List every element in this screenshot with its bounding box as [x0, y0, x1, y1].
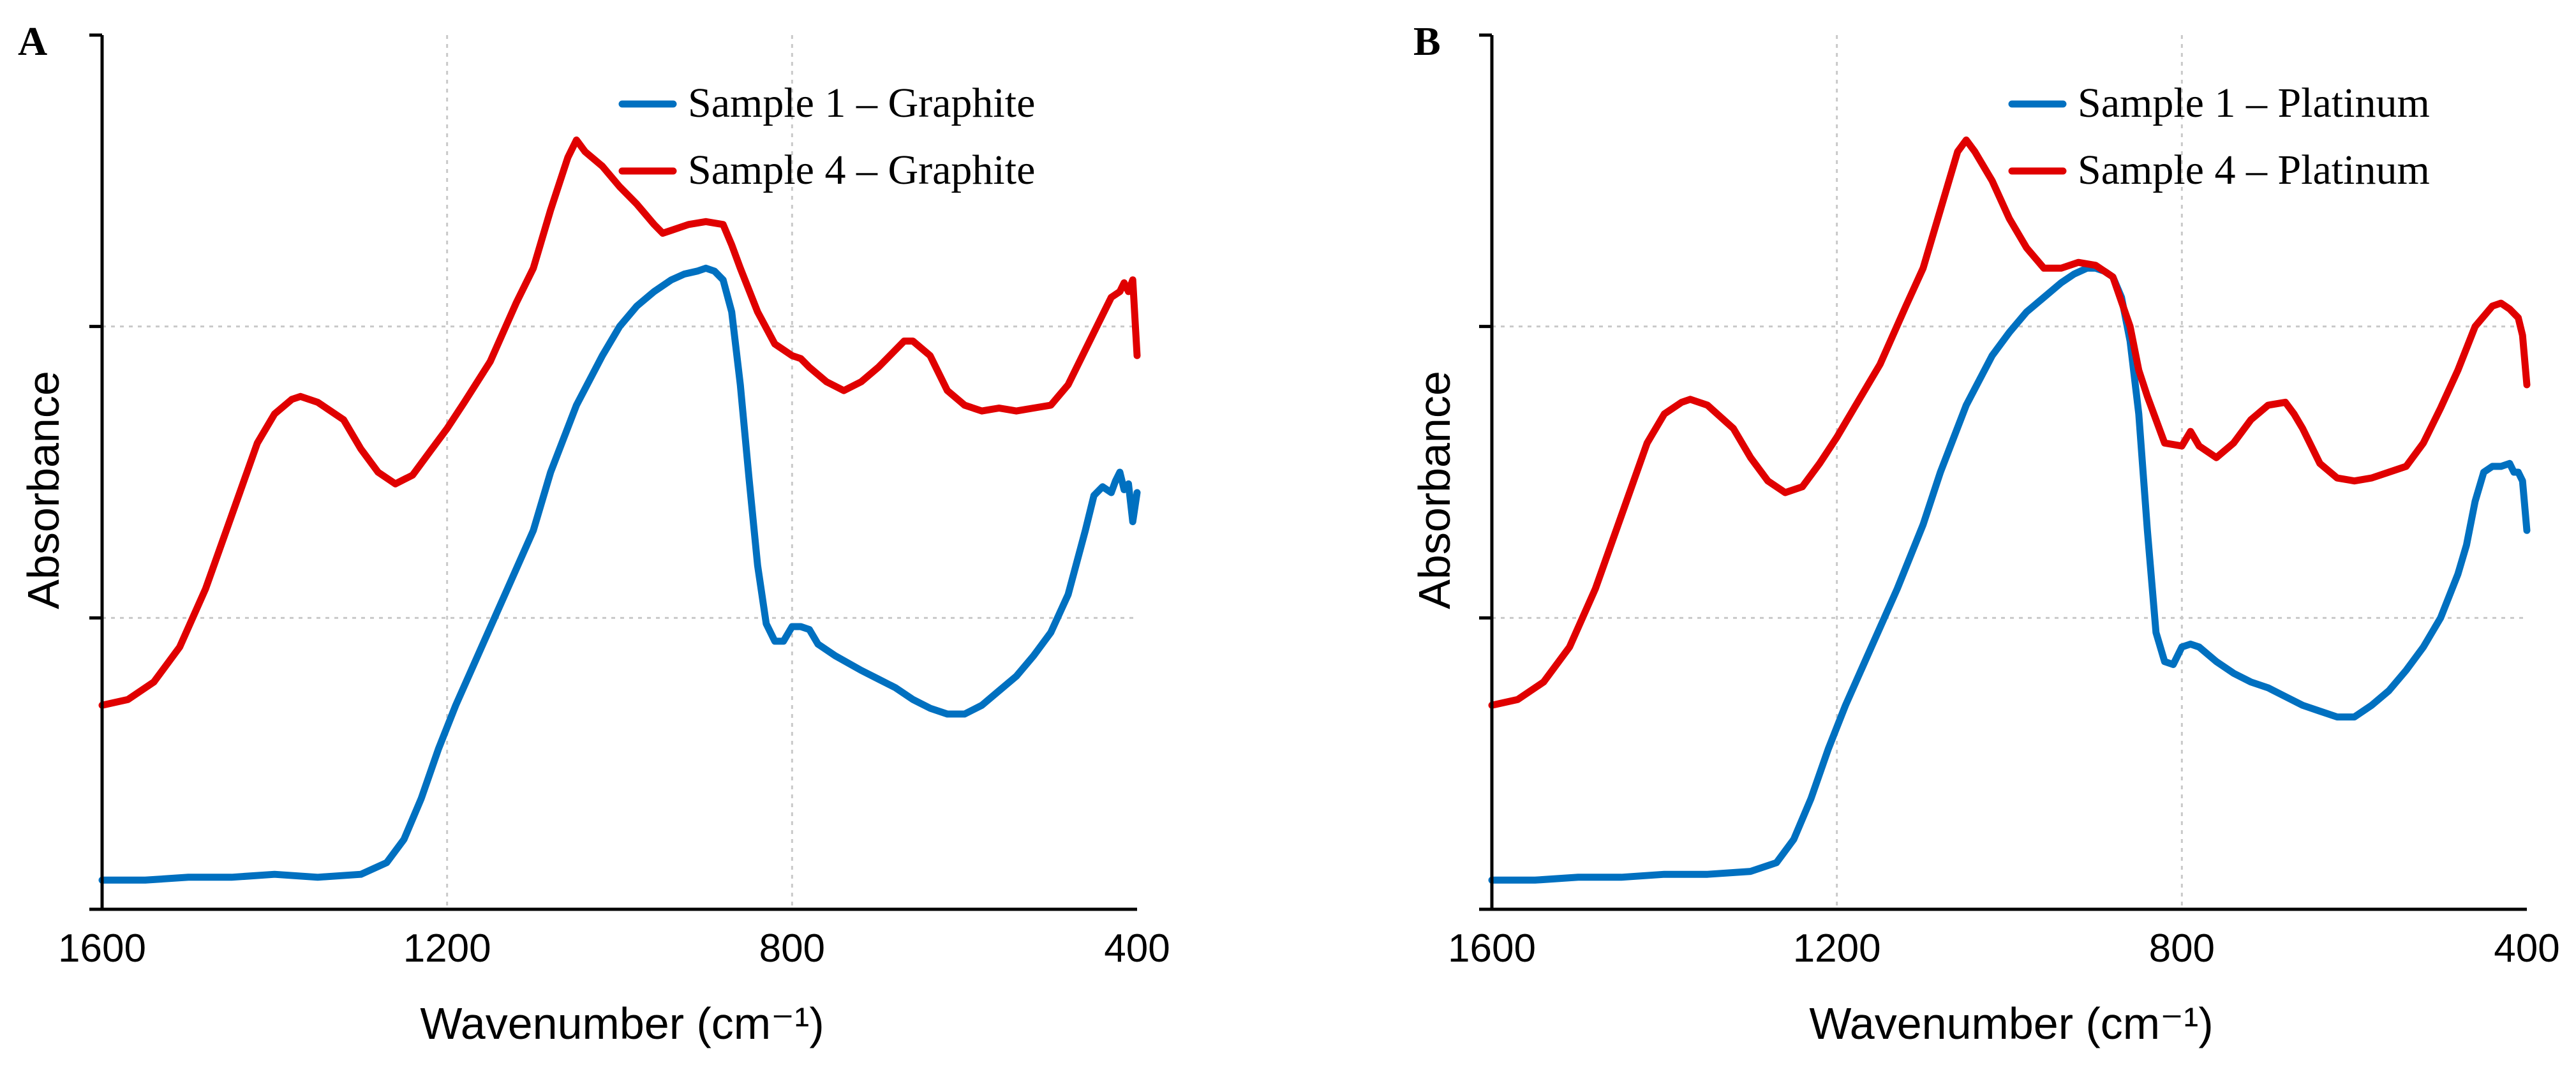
series-layer-panel-a [98, 136, 1141, 884]
series-line-sample-1-graphite [98, 264, 1141, 884]
x-tick-label: 400 [1104, 927, 1170, 971]
x-tick-label: 400 [2494, 927, 2559, 971]
x-axis-label-a: Wavenumber (cm⁻¹) [420, 999, 824, 1048]
x-tick-labels-panel-a: 1600 1200 800 400 [58, 927, 1170, 971]
legend-label-sample-4-platinum: Sample 4 – Platinum [2078, 147, 2430, 193]
x-tick-label: 1200 [403, 927, 491, 971]
axes-panel-a [89, 33, 1137, 911]
legend-label-sample-1-platinum: Sample 1 – Platinum [2078, 80, 2430, 126]
series-layer-panel-b [1488, 136, 2531, 884]
legend-panel-b: Sample 1 – Platinum Sample 4 – Platinum [2008, 80, 2430, 193]
grid-panel-a [102, 35, 1137, 909]
y-axis-label-b: Absorbance [1410, 371, 1459, 609]
axes-panel-b [1479, 33, 2527, 911]
legend-label-sample-4-graphite: Sample 4 – Graphite [688, 147, 1035, 193]
panel-label-a: A [18, 19, 47, 64]
x-tick-label: 1200 [1793, 927, 1881, 971]
legend-label-sample-1-graphite: Sample 1 – Graphite [688, 80, 1035, 126]
chart-panel-a: A 1600 1200 800 400 Wavenumber (cm⁻¹) Absor… [18, 19, 1170, 1048]
x-tick-label: 1600 [58, 927, 146, 971]
legend-panel-a: Sample 1 – Graphite Sample 4 – Graphite [618, 80, 1035, 193]
series-line-sample-1-platinum [1488, 264, 2531, 884]
x-tick-label: 800 [2149, 927, 2215, 971]
x-tick-label: 800 [759, 927, 825, 971]
panel-label-b: B [1413, 19, 1441, 64]
grid-panel-b [1492, 35, 2527, 909]
chart-panel-b: B 1600 1200 800 400 Wavenumber (cm⁻¹) Absor… [1410, 19, 2560, 1048]
x-tick-labels-panel-b: 1600 1200 800 400 [1448, 927, 2560, 971]
x-tick-label: 1600 [1448, 927, 1536, 971]
series-line-sample-4-graphite [98, 136, 1141, 709]
y-axis-label-a: Absorbance [19, 371, 68, 609]
series-line-sample-4-platinum [1488, 136, 2531, 709]
x-axis-label-b: Wavenumber (cm⁻¹) [1809, 999, 2213, 1048]
